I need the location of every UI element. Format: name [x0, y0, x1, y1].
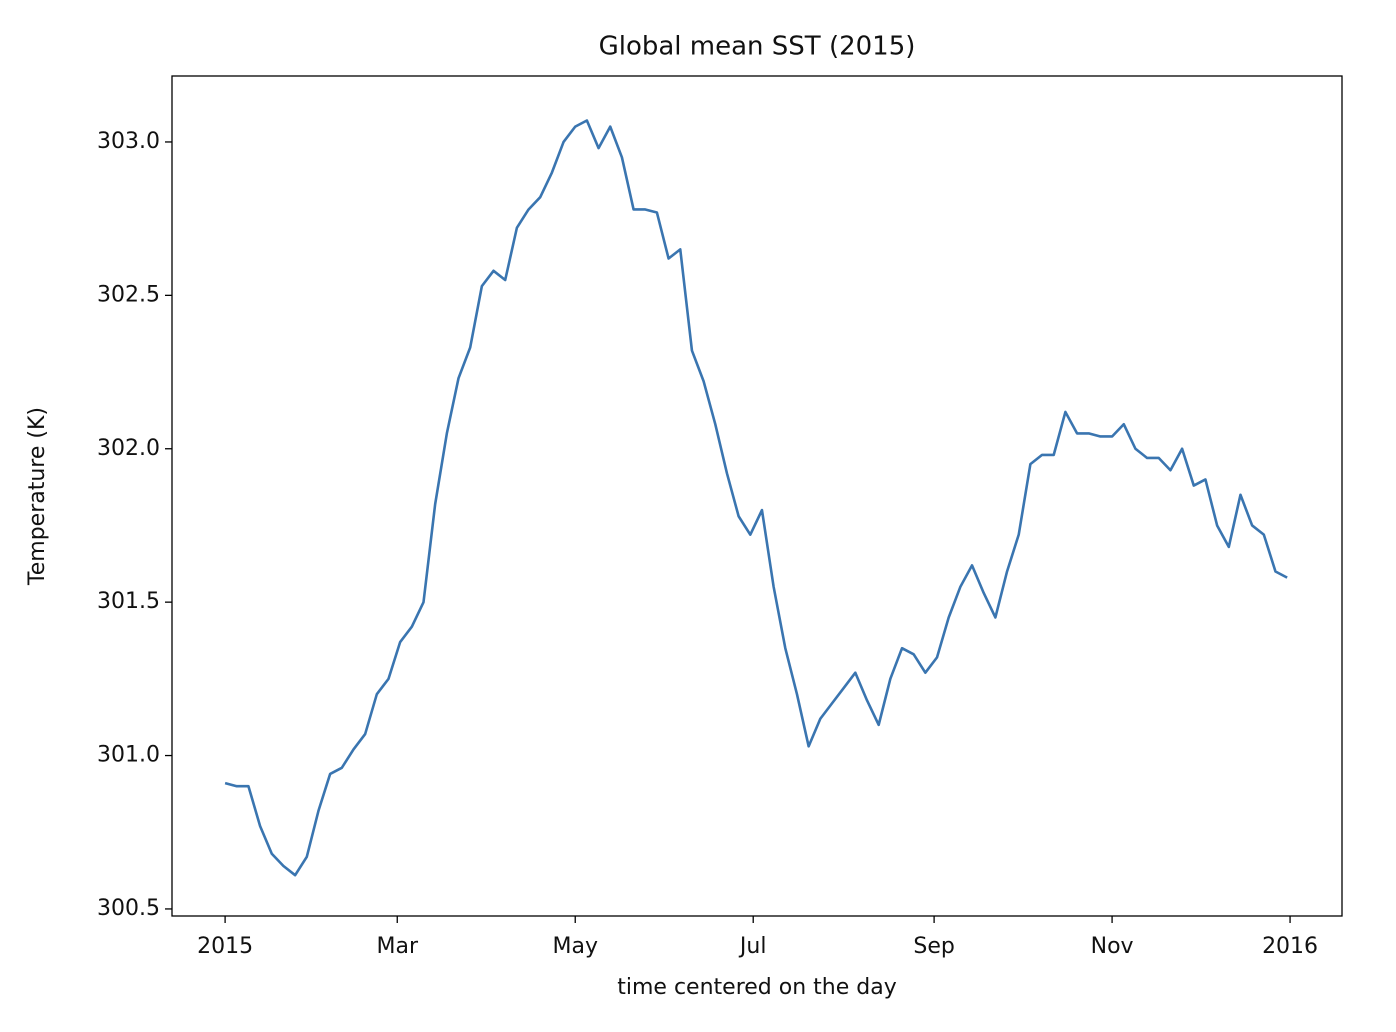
- x-axis-label: time centered on the day: [617, 975, 896, 1000]
- chart-title: Global mean SST (2015): [599, 32, 916, 62]
- y-tick-label: 301.5: [97, 589, 160, 614]
- plot-frame: [171, 75, 1343, 917]
- y-tick-label: 303.0: [97, 129, 160, 154]
- data-line: [224, 119, 1288, 877]
- x-tick-label: Nov: [1091, 934, 1134, 959]
- y-tick-label: 301.0: [97, 743, 160, 768]
- x-tick-label: May: [552, 934, 597, 959]
- y-axis-label: Temperature (K): [25, 407, 50, 586]
- y-tick-label: 300.5: [97, 896, 160, 921]
- x-tick-label: Mar: [376, 934, 418, 959]
- x-tick-label: 2015: [197, 934, 253, 959]
- x-tick-label: Jul: [738, 934, 767, 959]
- y-tick-label: 302.5: [97, 282, 160, 307]
- x-tick-label: 2016: [1262, 934, 1318, 959]
- y-tick-label: 302.0: [97, 436, 160, 461]
- x-tick-label: Sep: [913, 934, 954, 959]
